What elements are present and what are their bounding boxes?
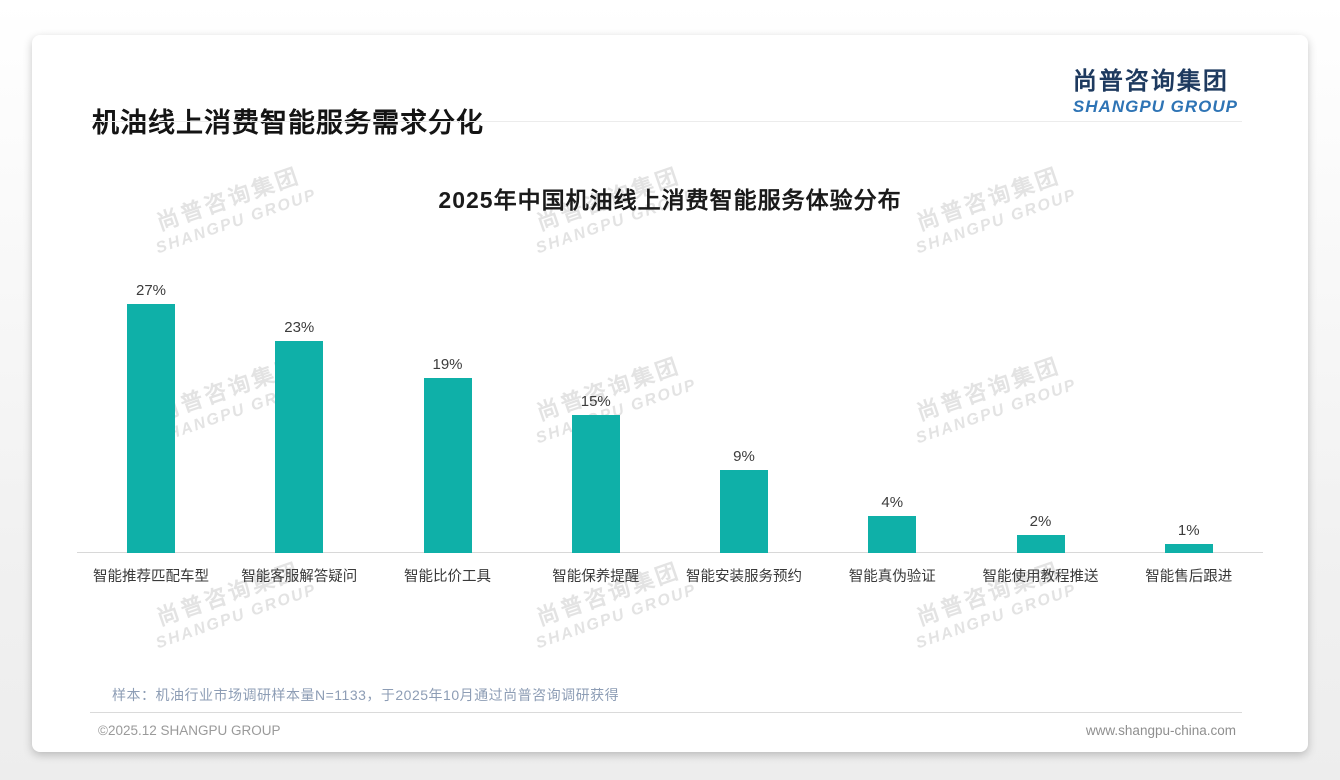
category-label: 智能使用教程推送	[982, 569, 1099, 585]
bar-value-label: 1%	[1177, 522, 1200, 539]
sample-note: 样本：机油行业市场调研样本量N=1133，于2025年10月通过尚普咨询调研获得	[112, 687, 620, 703]
category-label: 智能保养提醒	[552, 569, 640, 585]
watermark: 尚普咨询集团 SHANGPU GROUP	[876, 544, 1109, 664]
watermark-text-cn: 尚普咨询集团	[533, 557, 684, 631]
category-label: 智能推荐匹配车型	[93, 569, 209, 585]
bar	[127, 304, 175, 553]
bar	[571, 415, 620, 553]
bar-chart: 27% 智能推荐匹配车型 23% 智能客服解答疑问 19% 智能比价工具 15% 智能保养提醒…	[77, 282, 1263, 585]
watermark: 尚普咨询集团 SHANGPU GROUP	[116, 544, 349, 664]
bar	[423, 378, 472, 553]
bar-group: 4%	[818, 494, 966, 553]
bar-value-label: 15%	[580, 393, 611, 410]
bar-value-label: 27%	[135, 282, 167, 299]
company-logo: 尚普咨询集团 SHANGPU GROUP	[1073, 61, 1238, 117]
x-axis-line	[77, 552, 1263, 553]
bar	[868, 516, 917, 553]
category-label: 智能真伪验证	[848, 569, 936, 585]
website-url: www.shangpu-china.com	[1085, 723, 1236, 738]
bar-value-label: 9%	[733, 448, 755, 465]
bar-group: 9%	[670, 448, 818, 553]
category-label: 智能客服解答疑问	[241, 569, 358, 585]
bar-group: 1%	[1115, 522, 1263, 553]
bar	[1016, 535, 1065, 553]
bar-group: 15%	[522, 393, 670, 553]
watermark-text-cn: 尚普咨询集团	[153, 557, 304, 631]
bar-group: 2%	[967, 513, 1115, 553]
watermark: 尚普咨询集团 SHANGPU GROUP	[496, 544, 729, 664]
header-divider	[90, 121, 1242, 122]
bar-value-label: 23%	[284, 319, 315, 336]
category-label: 智能售后跟进	[1145, 569, 1233, 585]
watermark-text-cn: 尚普咨询集团	[913, 557, 1064, 631]
bar-value-label: 4%	[881, 494, 904, 511]
slide-card: 尚普咨询集团 SHANGPU GROUP 尚普咨询集团 SHANGPU GROUP 尚普…	[32, 35, 1308, 752]
chart-title: 2025年中国机油线上消费智能服务体验分布	[438, 187, 902, 213]
copyright-text: ©2025.12 SHANGPU GROUP	[98, 723, 281, 738]
bar	[720, 470, 768, 553]
logo-text-en: SHANGPU GROUP	[1072, 97, 1238, 116]
bar	[275, 341, 324, 553]
page-title: 机油线上消费智能服务需求分化	[92, 108, 484, 138]
bar-group: 27%	[77, 282, 225, 553]
logo-text-cn: 尚普咨询集团	[1072, 68, 1229, 95]
category-label: 智能安装服务预约	[686, 569, 802, 585]
footer-divider	[90, 712, 1242, 713]
bar	[1164, 544, 1213, 553]
bar-group: 23%	[225, 319, 373, 553]
bar-value-label: 19%	[432, 356, 463, 373]
bar-value-label: 2%	[1029, 513, 1052, 530]
category-label: 智能比价工具	[404, 569, 491, 585]
bar-group: 19%	[374, 356, 522, 553]
